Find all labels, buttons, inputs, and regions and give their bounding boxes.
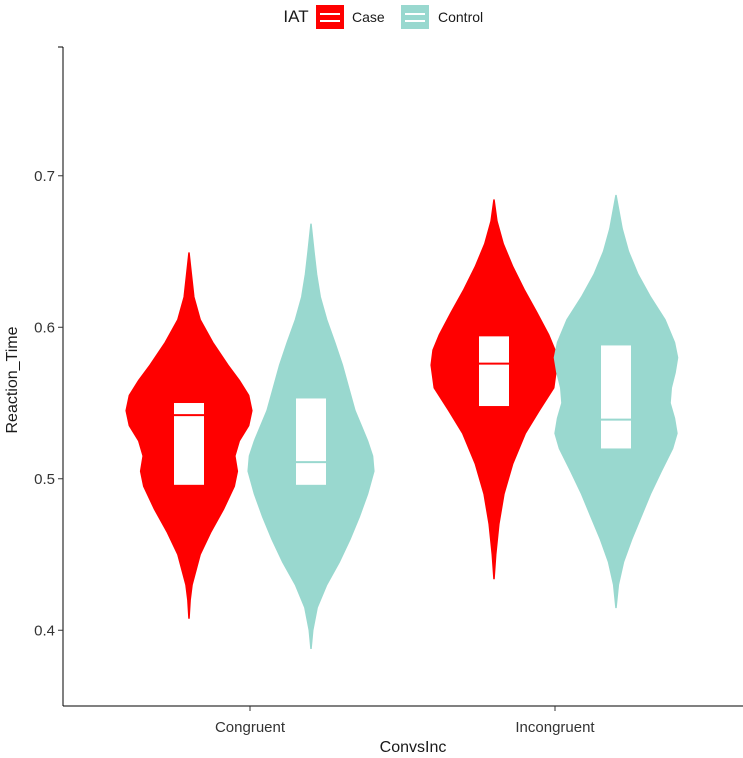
x-tick-label: Incongruent (515, 719, 595, 736)
legend-title: IAT (283, 7, 308, 26)
x-axis-ticks: Congruent Incongruent (215, 706, 595, 736)
y-tick-label: 0.7 (34, 168, 55, 185)
legend-key-case (316, 5, 344, 29)
x-axis-title: ConvsInc (380, 739, 447, 756)
y-axis-ticks: 0.4 0.5 0.6 0.7 (34, 168, 63, 639)
x-tick-label: Congruent (215, 719, 286, 736)
y-tick-label: 0.4 (34, 622, 55, 639)
box-control-incongruent (601, 345, 631, 449)
y-tick-label: 0.6 (34, 319, 55, 336)
legend-key-control (401, 5, 429, 29)
legend-label-case: Case (352, 9, 385, 25)
plot-marks (125, 194, 679, 650)
legend-label-control: Control (438, 9, 483, 25)
legend: IAT Case Control (283, 5, 483, 29)
y-axis-title: Reaction_Time (4, 326, 21, 433)
box-control-congruent (296, 398, 326, 485)
box-case-congruent (174, 403, 204, 485)
box-case-incongruent (479, 336, 509, 407)
y-tick-label: 0.5 (34, 471, 55, 488)
